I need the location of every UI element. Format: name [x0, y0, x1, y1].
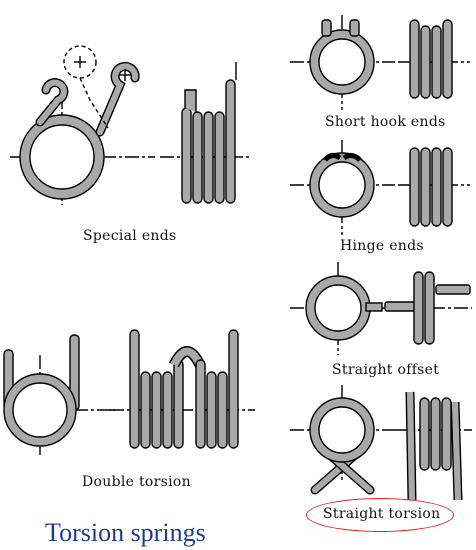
special-ends-side-view — [160, 62, 250, 204]
double-torsion-label: Double torsion — [82, 474, 191, 490]
straight-offset-end-view — [290, 262, 395, 355]
hinge-side-view — [398, 147, 470, 227]
highlight-oval — [306, 498, 454, 532]
double-torsion-end-view — [3, 334, 115, 455]
straight-offset-side-view — [384, 271, 472, 345]
straight-torsion-label: Straight torsion — [323, 506, 441, 522]
short-hook-end-view — [290, 15, 395, 110]
straight-torsion-side-view — [395, 391, 472, 501]
hinge-ends-label: Hinge ends — [340, 238, 424, 254]
double-torsion-side-view — [110, 329, 255, 449]
short-hook-ends-label: Short hook ends — [325, 114, 446, 130]
page-title: Torsion springs — [45, 518, 206, 547]
straight-torsion-end-view — [290, 385, 395, 495]
hinge-end-view — [290, 140, 395, 235]
special-ends-label: Special ends — [83, 228, 177, 244]
straight-offset-label: Straight offset — [332, 362, 440, 378]
special-ends-end-view — [10, 45, 155, 205]
short-hook-side-view — [398, 19, 470, 99]
